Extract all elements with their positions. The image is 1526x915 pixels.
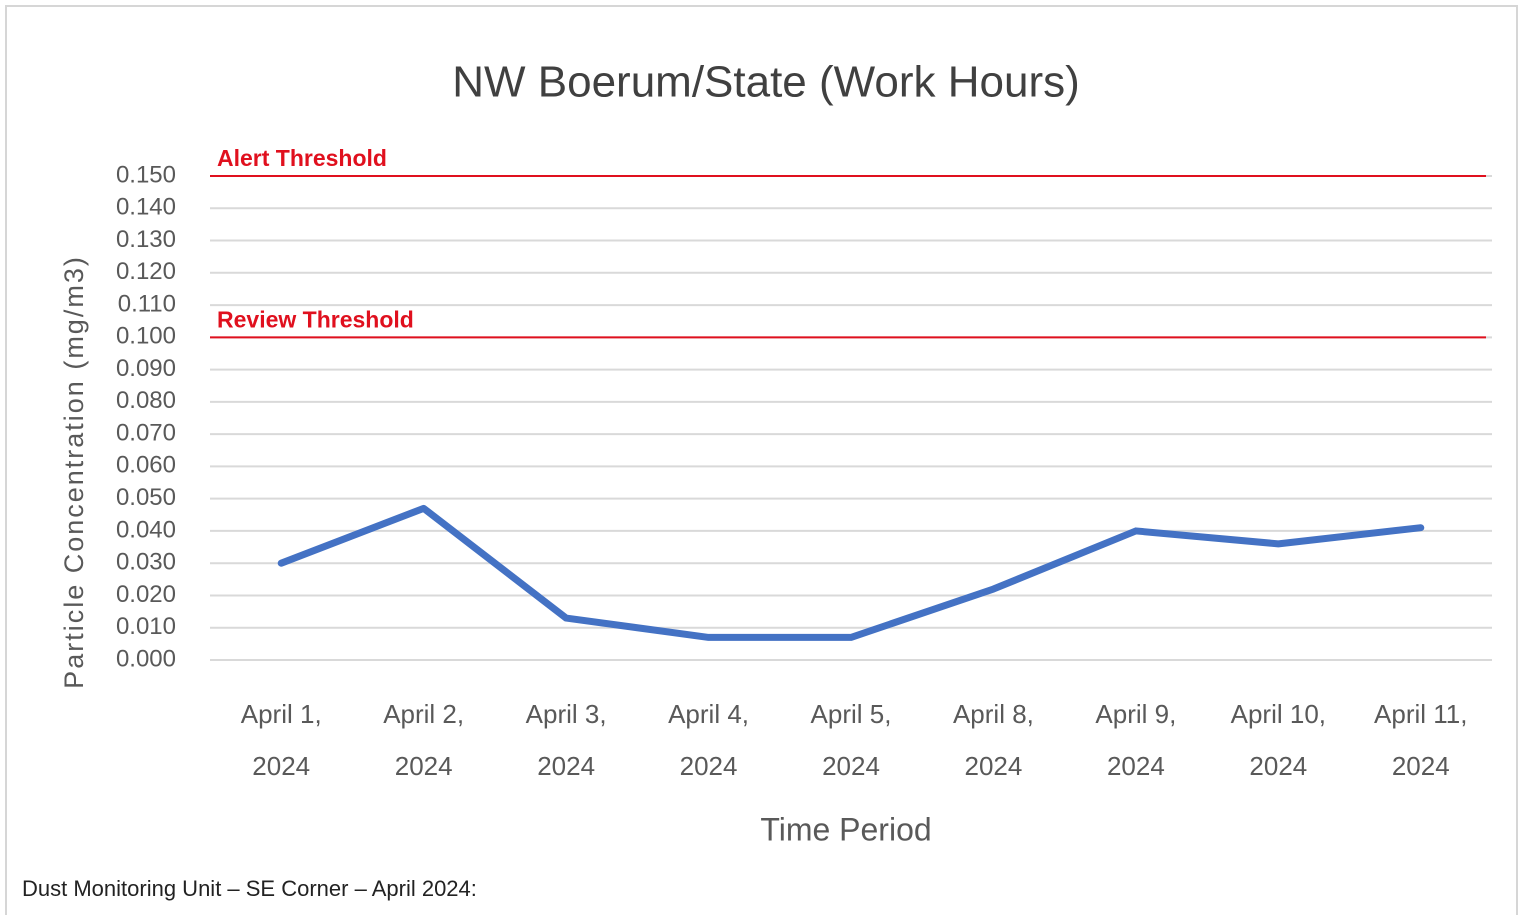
y-tick-label: 0.010 [116, 613, 176, 640]
x-tick-label: April 9, 2024 [1095, 699, 1177, 781]
y-tick-label: 0.040 [116, 516, 176, 543]
y-tick-label: 0.050 [116, 484, 176, 511]
x-tick-label: April 2, 2024 [383, 699, 465, 781]
x-tick-label: April 1, 2024 [240, 699, 322, 781]
y-tick-label: 0.140 [116, 194, 176, 221]
chart-frame [5, 5, 1518, 915]
y-tick-label: 0.080 [116, 387, 176, 414]
x-tick-label: April 3, 2024 [525, 699, 607, 781]
y-tick-label: 0.090 [116, 355, 176, 382]
x-axis-title: Time Period [760, 811, 931, 847]
caption: Dust Monitoring Unit – SE Corner – April… [22, 876, 477, 901]
y-tick-label: 0.000 [116, 645, 176, 672]
x-tick-label: April 8, 2024 [952, 699, 1034, 781]
y-tick-label: 0.110 [118, 290, 176, 317]
y-tick-label: 0.060 [116, 452, 176, 479]
y-axis-title: Particle Concentration (mg/m3) [59, 255, 89, 689]
data-line [277, 504, 1425, 641]
chart-title: NW Boerum/State (Work Hours) [452, 58, 1080, 107]
y-tick-label: 0.030 [116, 549, 176, 576]
y-tick-label: 0.100 [116, 323, 176, 350]
y-tick-label: 0.020 [116, 581, 176, 608]
y-tick-label: 0.130 [116, 226, 176, 253]
threshold-label: Alert Threshold [217, 145, 387, 171]
y-tick-label: 0.150 [116, 161, 176, 188]
x-tick-label: April 11, 2024 [1374, 699, 1468, 781]
x-tick-label: April 10, 2024 [1230, 699, 1327, 781]
y-tick-label: 0.070 [116, 419, 176, 446]
x-tick-label: April 4, 2024 [668, 699, 749, 781]
x-tick-label: April 5, 2024 [810, 699, 892, 781]
chart: NW Boerum/State (Work Hours) Time Period… [59, 58, 1492, 847]
threshold-label: Review Threshold [217, 306, 414, 332]
y-tick-label: 0.120 [116, 258, 176, 285]
